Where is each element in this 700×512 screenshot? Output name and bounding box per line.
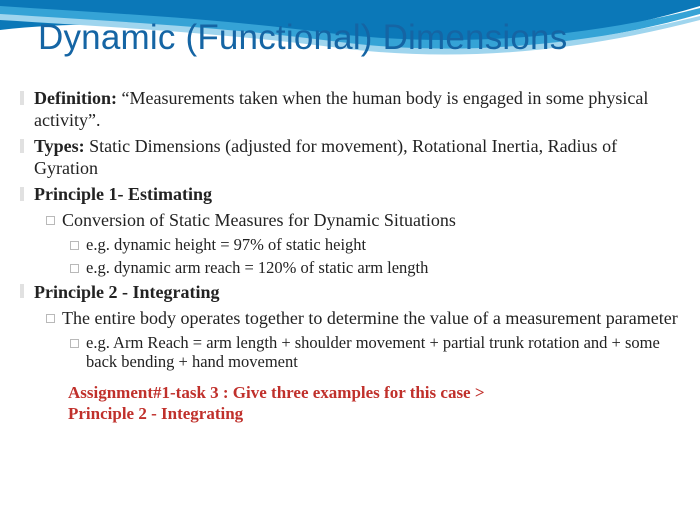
principle2-sub: The entire body operates together to det… [46,308,684,330]
principle1-ex2: e.g. dynamic arm reach = 120% of static … [70,259,684,278]
principle1-sub: Conversion of Static Measures for Dynami… [46,210,684,232]
slide: Dynamic (Functional) Dimensions Definiti… [0,0,700,512]
slide-title: Dynamic (Functional) Dimensions [38,18,680,58]
definition-line: Definition: “Measurements taken when the… [20,88,684,132]
types-text: Static Dimensions (adjusted for movement… [34,136,617,178]
definition-text: “Measurements taken when the human body … [34,88,648,130]
principle1-ex1: e.g. dynamic height = 97% of static heig… [70,236,684,255]
assignment-line1: Assignment#1-task 3 : Give three example… [68,383,485,402]
principle1-heading: Principle 1- Estimating [20,184,684,206]
principle2-ex: e.g. Arm Reach = arm length + shoulder m… [70,334,684,372]
types-line: Types: Static Dimensions (adjusted for m… [20,136,684,180]
assignment-line2: Principle 2 - Integrating [68,404,243,423]
principle2-label: Principle 2 - Integrating [34,282,219,302]
principle1-label: Principle 1- Estimating [34,184,212,204]
principle2-heading: Principle 2 - Integrating [20,282,684,304]
types-label: Types: [34,136,85,156]
slide-body: Definition: “Measurements taken when the… [12,86,684,424]
assignment-note: Assignment#1-task 3 : Give three example… [68,382,684,425]
definition-label: Definition: [34,88,117,108]
